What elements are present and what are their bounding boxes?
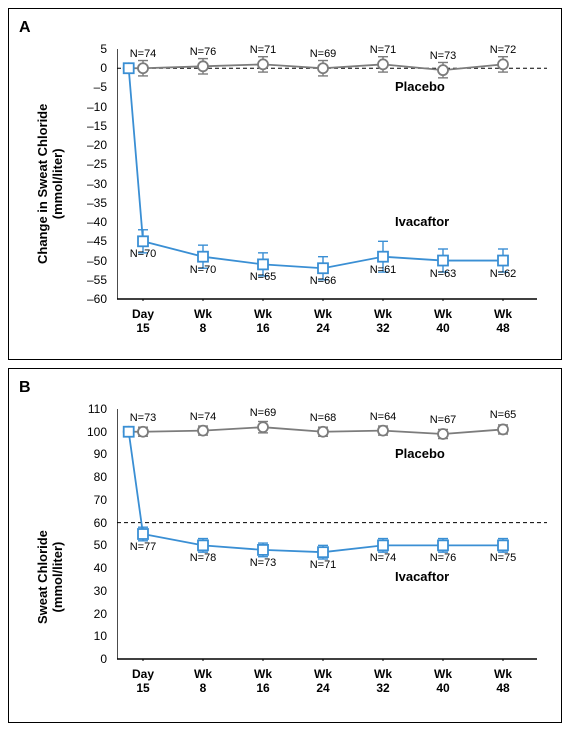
series-label: Ivacaftor: [395, 214, 449, 229]
n-label: N=69: [310, 48, 337, 60]
n-label: N=74: [130, 48, 157, 60]
n-label: N=78: [190, 552, 217, 564]
y-tick-label: –40: [87, 215, 107, 229]
n-label: N=71: [250, 44, 277, 56]
n-label: N=68: [310, 412, 337, 424]
n-label: N=70: [130, 248, 157, 260]
y-tick-label: 20: [94, 607, 107, 621]
y-tick-label: 90: [94, 447, 107, 461]
n-label: N=73: [430, 50, 457, 62]
n-label: N=65: [490, 409, 517, 421]
x-tick-label: Wk16: [254, 307, 272, 336]
x-tick-label: Wk24: [314, 667, 332, 696]
n-label: N=69: [250, 407, 277, 419]
x-tick-label: Wk48: [494, 667, 512, 696]
y-tick-label: 50: [94, 538, 107, 552]
x-tick-label: Day15: [132, 667, 154, 696]
n-label: N=62: [490, 268, 517, 280]
n-label: N=67: [430, 414, 457, 426]
n-label: N=73: [250, 557, 277, 569]
x-tick-label: Wk24: [314, 307, 332, 336]
x-tick-label: Wk40: [434, 307, 452, 336]
y-tick-label: –55: [87, 273, 107, 287]
n-label: N=71: [370, 44, 397, 56]
y-tick-label: –5: [94, 80, 107, 94]
y-tick-label: 60: [94, 516, 107, 530]
y-tick-label: –20: [87, 138, 107, 152]
n-label: N=77: [130, 541, 157, 553]
y-tick-label: 30: [94, 584, 107, 598]
y-tick-label: –50: [87, 254, 107, 268]
n-label: N=76: [430, 552, 457, 564]
y-tick-label: 70: [94, 493, 107, 507]
n-label: N=75: [490, 552, 517, 564]
n-label: N=76: [190, 46, 217, 58]
y-tick-label: 0: [100, 652, 107, 666]
x-tick-label: Wk8: [194, 667, 212, 696]
n-label: N=70: [190, 264, 217, 276]
y-tick-label: 110: [88, 402, 107, 416]
plot-svg: [117, 407, 557, 661]
y-tick-label: 5: [100, 42, 107, 56]
y-tick-label: –45: [87, 234, 107, 248]
n-label: N=64: [370, 411, 397, 423]
y-tick-label: –60: [87, 292, 107, 306]
y-tick-label: –35: [87, 196, 107, 210]
x-tick-label: Wk48: [494, 307, 512, 336]
panel-a: A Change in Sweat Chloride(mmol/liter)–6…: [8, 8, 562, 360]
n-label: N=66: [310, 275, 337, 287]
series-label: Ivacaftor: [395, 569, 449, 584]
x-tick-label: Wk40: [434, 667, 452, 696]
y-tick-label: 100: [87, 425, 107, 439]
n-label: N=74: [190, 411, 217, 423]
y-tick-label: –30: [87, 177, 107, 191]
x-tick-label: Wk32: [374, 307, 392, 336]
y-tick-label: 40: [94, 561, 107, 575]
n-label: N=72: [490, 44, 517, 56]
y-tick-label: 10: [94, 629, 107, 643]
panel-b: B Sweat Chloride(mmol/liter)010203040506…: [8, 368, 562, 723]
series-label: Placebo: [395, 79, 445, 94]
y-tick-label: –15: [87, 119, 107, 133]
y-tick-label: –25: [87, 157, 107, 171]
x-tick-label: Wk16: [254, 667, 272, 696]
panel-b-label: B: [19, 379, 31, 397]
panel-a-label: A: [19, 19, 31, 37]
x-tick-label: Wk32: [374, 667, 392, 696]
plot-svg: [117, 47, 557, 301]
figure-root: A Change in Sweat Chloride(mmol/liter)–6…: [0, 0, 568, 733]
y-tick-label: 0: [100, 61, 107, 75]
n-label: N=63: [430, 268, 457, 280]
x-tick-label: Day15: [132, 307, 154, 336]
x-tick-label: Wk8: [194, 307, 212, 336]
n-label: N=61: [370, 264, 397, 276]
n-label: N=73: [130, 412, 157, 424]
series-label: Placebo: [395, 446, 445, 461]
n-label: N=74: [370, 552, 397, 564]
n-label: N=71: [310, 559, 337, 571]
y-tick-label: 80: [94, 470, 107, 484]
n-label: N=65: [250, 271, 277, 283]
y-tick-label: –10: [87, 100, 107, 114]
